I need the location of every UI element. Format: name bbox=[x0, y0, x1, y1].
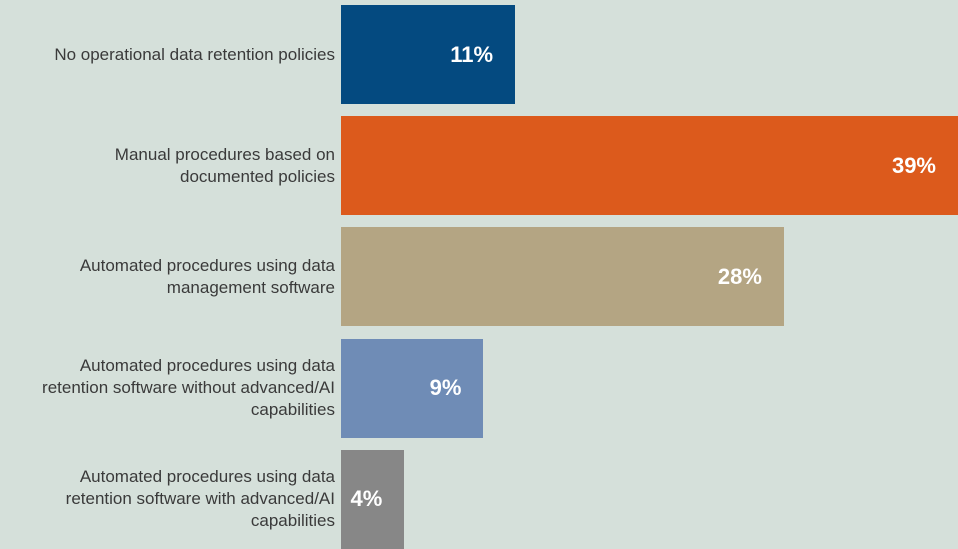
bar bbox=[341, 116, 958, 216]
category-text: No operational data retention policies bbox=[54, 44, 335, 64]
value-label: 11% bbox=[450, 41, 494, 67]
bar bbox=[341, 338, 484, 438]
category-label: Automated procedures using data retentio… bbox=[0, 339, 335, 438]
category-text: Automated procedures using data retentio… bbox=[42, 356, 335, 420]
category-label: Manual procedures based on documented po… bbox=[0, 116, 335, 215]
bar bbox=[341, 449, 405, 549]
value-label: 9% bbox=[429, 375, 462, 401]
category-label: Automated procedures using data retentio… bbox=[0, 450, 335, 549]
value-label: 39% bbox=[891, 152, 936, 178]
category-text: Automated procedures using data manageme… bbox=[79, 255, 335, 297]
value-label: 4% bbox=[350, 486, 383, 512]
bar bbox=[341, 5, 516, 104]
category-label: Automated procedures using data manageme… bbox=[0, 227, 335, 326]
bar bbox=[341, 227, 784, 327]
value-label: 28% bbox=[717, 263, 762, 289]
category-text: Automated procedures using data retentio… bbox=[65, 467, 335, 531]
category-label: No operational data retention policies bbox=[0, 5, 335, 104]
category-text: Manual procedures based on documented po… bbox=[114, 144, 335, 186]
